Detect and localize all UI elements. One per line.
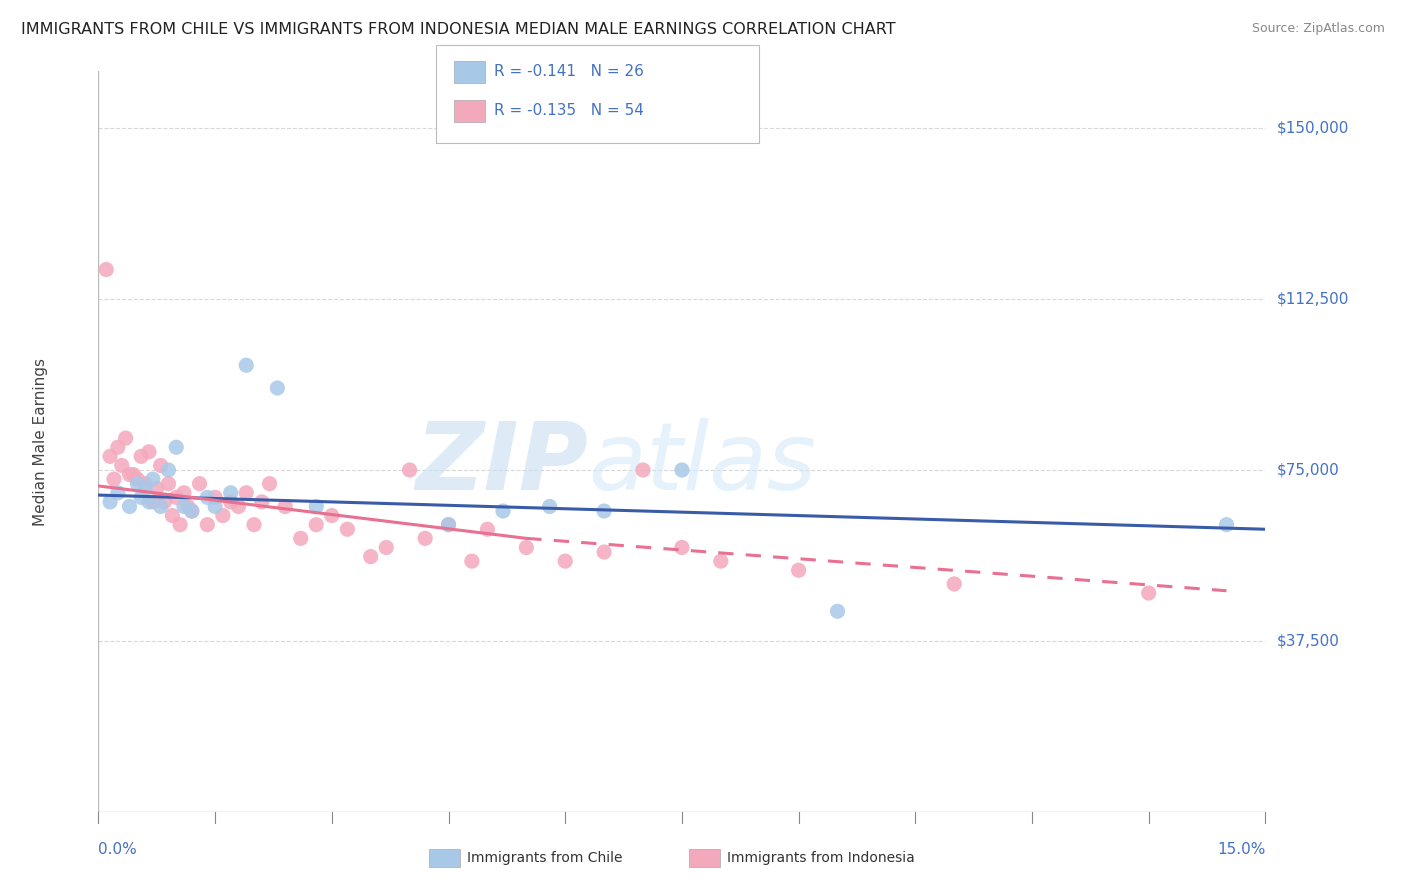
Point [243,517,266,532]
Point [188,476,211,491]
Point [118,500,141,514]
Point [165,440,187,454]
Point [554,554,576,568]
Text: $75,000: $75,000 [1277,463,1340,477]
Point [360,549,382,564]
Point [515,541,537,555]
Point [107,440,129,454]
Point [477,522,499,536]
Point [142,495,165,509]
Point [153,495,176,509]
Point [204,491,226,505]
Point [375,541,398,555]
Point [107,485,129,500]
Point [98,450,121,464]
Point [219,485,242,500]
Point [259,476,281,491]
Point [336,522,359,536]
Point [142,472,165,486]
Point [157,463,180,477]
Point [787,563,810,577]
Text: IMMIGRANTS FROM CHILE VS IMMIGRANTS FROM INDONESIA MEDIAN MALE EARNINGS CORRELAT: IMMIGRANTS FROM CHILE VS IMMIGRANTS FROM… [21,22,896,37]
Point [138,444,160,458]
Point [671,463,693,477]
Point [305,500,328,514]
Point [235,358,257,372]
Point [165,491,187,505]
Point [492,504,515,518]
Text: ZIP: ZIP [416,417,589,509]
Point [593,504,616,518]
Point [461,554,484,568]
Point [827,604,849,618]
Point [173,500,195,514]
Point [398,463,420,477]
Text: $37,500: $37,500 [1277,633,1340,648]
Point [98,495,121,509]
Point [228,500,250,514]
Point [235,485,257,500]
Point [177,500,200,514]
Point [157,476,180,491]
Point [290,532,312,546]
Point [118,467,141,482]
Point [138,495,160,509]
Point [437,517,460,532]
Point [943,577,966,591]
Point [134,476,156,491]
Point [538,500,561,514]
Point [1215,517,1237,532]
Text: R = -0.135   N = 54: R = -0.135 N = 54 [494,103,644,118]
Text: 15.0%: 15.0% [1218,842,1265,857]
Point [219,495,242,509]
Text: $150,000: $150,000 [1277,120,1348,136]
Point [250,495,273,509]
Point [129,491,152,505]
Point [710,554,733,568]
Point [149,458,172,473]
Point [274,500,297,514]
Point [162,508,184,523]
Text: Source: ZipAtlas.com: Source: ZipAtlas.com [1251,22,1385,36]
Text: atlas: atlas [589,418,817,509]
Point [173,485,195,500]
Point [114,431,136,445]
Point [204,500,226,514]
Point [134,481,156,495]
Text: 0.0%: 0.0% [98,842,138,857]
Point [103,472,125,486]
Text: Immigrants from Chile: Immigrants from Chile [467,851,623,865]
Text: R = -0.141   N = 26: R = -0.141 N = 26 [494,64,644,78]
Point [96,262,118,277]
Point [631,463,654,477]
Point [305,517,328,532]
Point [122,467,145,482]
Text: Median Male Earnings: Median Male Earnings [32,358,48,525]
Point [149,500,172,514]
Point [413,532,436,546]
Point [146,481,169,495]
Point [195,517,218,532]
Point [1137,586,1160,600]
Point [180,504,202,518]
Point [169,517,191,532]
Point [593,545,616,559]
Point [266,381,288,395]
Point [111,458,134,473]
Text: $112,500: $112,500 [1277,292,1348,307]
Point [321,508,343,523]
Point [212,508,235,523]
Point [127,476,149,491]
Point [129,450,152,464]
Point [195,491,218,505]
Text: Immigrants from Indonesia: Immigrants from Indonesia [727,851,915,865]
Point [437,517,460,532]
Point [180,504,202,518]
Point [671,541,693,555]
Point [127,472,149,486]
